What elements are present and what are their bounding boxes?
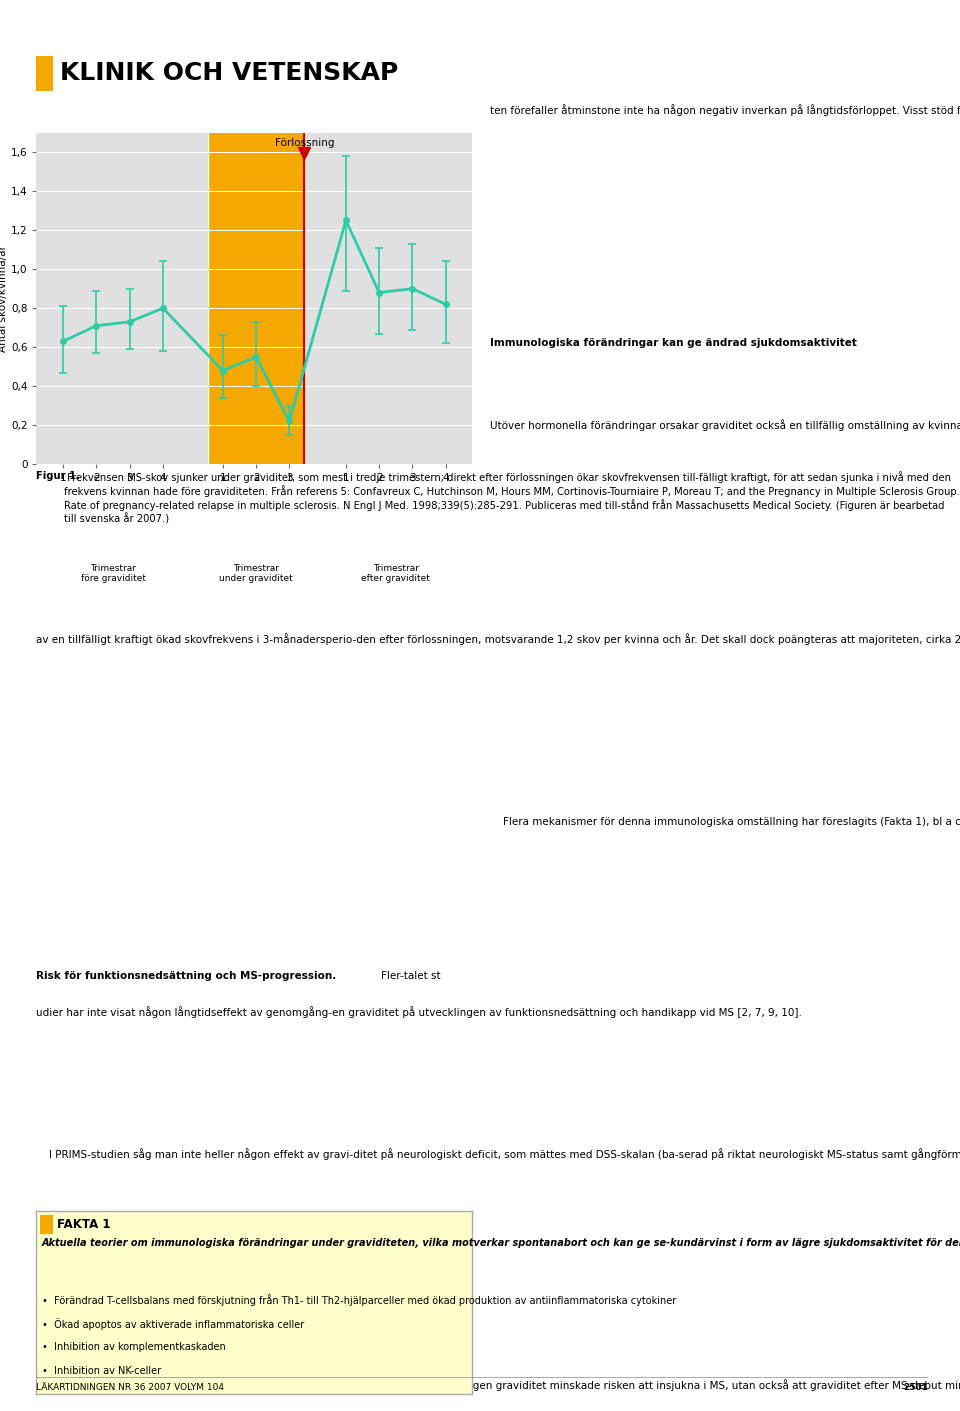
Text: Trimestrar
under graviditet: Trimestrar under graviditet: [219, 564, 293, 583]
Text: •  Förändrad T-cellsbalans med förskjutning från Th1- till Th2-hjälparceller med: • Förändrad T-cellsbalans med förskjutni…: [41, 1294, 676, 1307]
Text: FAKTA 1: FAKTA 1: [58, 1218, 111, 1230]
Text: Trimestrar
före graviditet: Trimestrar före graviditet: [81, 564, 146, 583]
Bar: [207, 133, 304, 464]
Text: 2501: 2501: [903, 1383, 928, 1391]
Text: udier har inte visat någon långtidseffekt av genomgång-en graviditet på utveckli: udier har inte visat någon långtidseffek…: [36, 1006, 803, 1019]
Text: ten förefaller åtminstone inte ha någon negativ inverkan på långtidsförloppet. V: ten förefaller åtminstone inte ha någon …: [490, 104, 960, 116]
Text: •  Inhibition av komplementkaskaden: • Inhibition av komplementkaskaden: [41, 1342, 226, 1352]
Text: Risk för funktionsnedsättning och MS-progression.: Risk för funktionsnedsättning och MS-pro…: [36, 971, 337, 981]
Text: Figur 1.: Figur 1.: [36, 471, 81, 481]
Text: Utöver hormonella förändringar orsakar graviditet också en tillfällig omställnin: Utöver hormonella förändringar orsakar g…: [490, 419, 960, 430]
Text: Immunologiska förändringar kan ge ändrad sjukdomsaktivitet: Immunologiska förändringar kan ge ändrad…: [490, 337, 856, 347]
Text: •  Inhibition av NK-celler: • Inhibition av NK-celler: [41, 1366, 161, 1376]
Text: Förlossning: Förlossning: [275, 138, 334, 148]
Text: LÄKARTIDNINGEN NR 36 2007 VOLYM 104: LÄKARTIDNINGEN NR 36 2007 VOLYM 104: [36, 1383, 225, 1391]
Text: Flera mekanismer för denna immunologiska omställning har föreslagits (Fakta 1), : Flera mekanismer för denna immunologiska…: [490, 816, 960, 827]
Bar: [36, 55, 53, 92]
Text: I den tidigare refererade svenska studien fann man dock inte bara att genomgånge: I den tidigare refererade svenska studie…: [36, 1380, 960, 1391]
Text: Frekvensen MS-skov sjunker under graviditet, som mest i tredje trimestern; direk: Frekvensen MS-skov sjunker under gravidi…: [63, 471, 959, 525]
Text: av en tillfälligt kraftigt ökad skovfrekvens i 3-månadersperio-den efter förloss: av en tillfälligt kraftigt ökad skovfrek…: [36, 634, 960, 645]
Text: KLINIK OCH VETENSKAP: KLINIK OCH VETENSKAP: [60, 61, 397, 86]
Text: Trimestrar
efter graviditet: Trimestrar efter graviditet: [361, 564, 430, 583]
Text: •  Ökad apoptos av aktiverade inflammatoriska celler: • Ökad apoptos av aktiverade inflammator…: [41, 1318, 304, 1329]
Y-axis label: Antal skov/kvinna/år: Antal skov/kvinna/år: [0, 246, 8, 351]
Text: Aktuella teorier om immunologiska förändringar under graviditeten, vilka motverk: Aktuella teorier om immunologiska föränd…: [41, 1239, 960, 1249]
Text: Fler-talet st: Fler-talet st: [381, 971, 441, 981]
Bar: [40, 1215, 53, 1235]
Text: I PRIMS-studien såg man inte heller någon effekt av gravi-ditet på neurologiskt : I PRIMS-studien såg man inte heller någo…: [36, 1149, 960, 1160]
